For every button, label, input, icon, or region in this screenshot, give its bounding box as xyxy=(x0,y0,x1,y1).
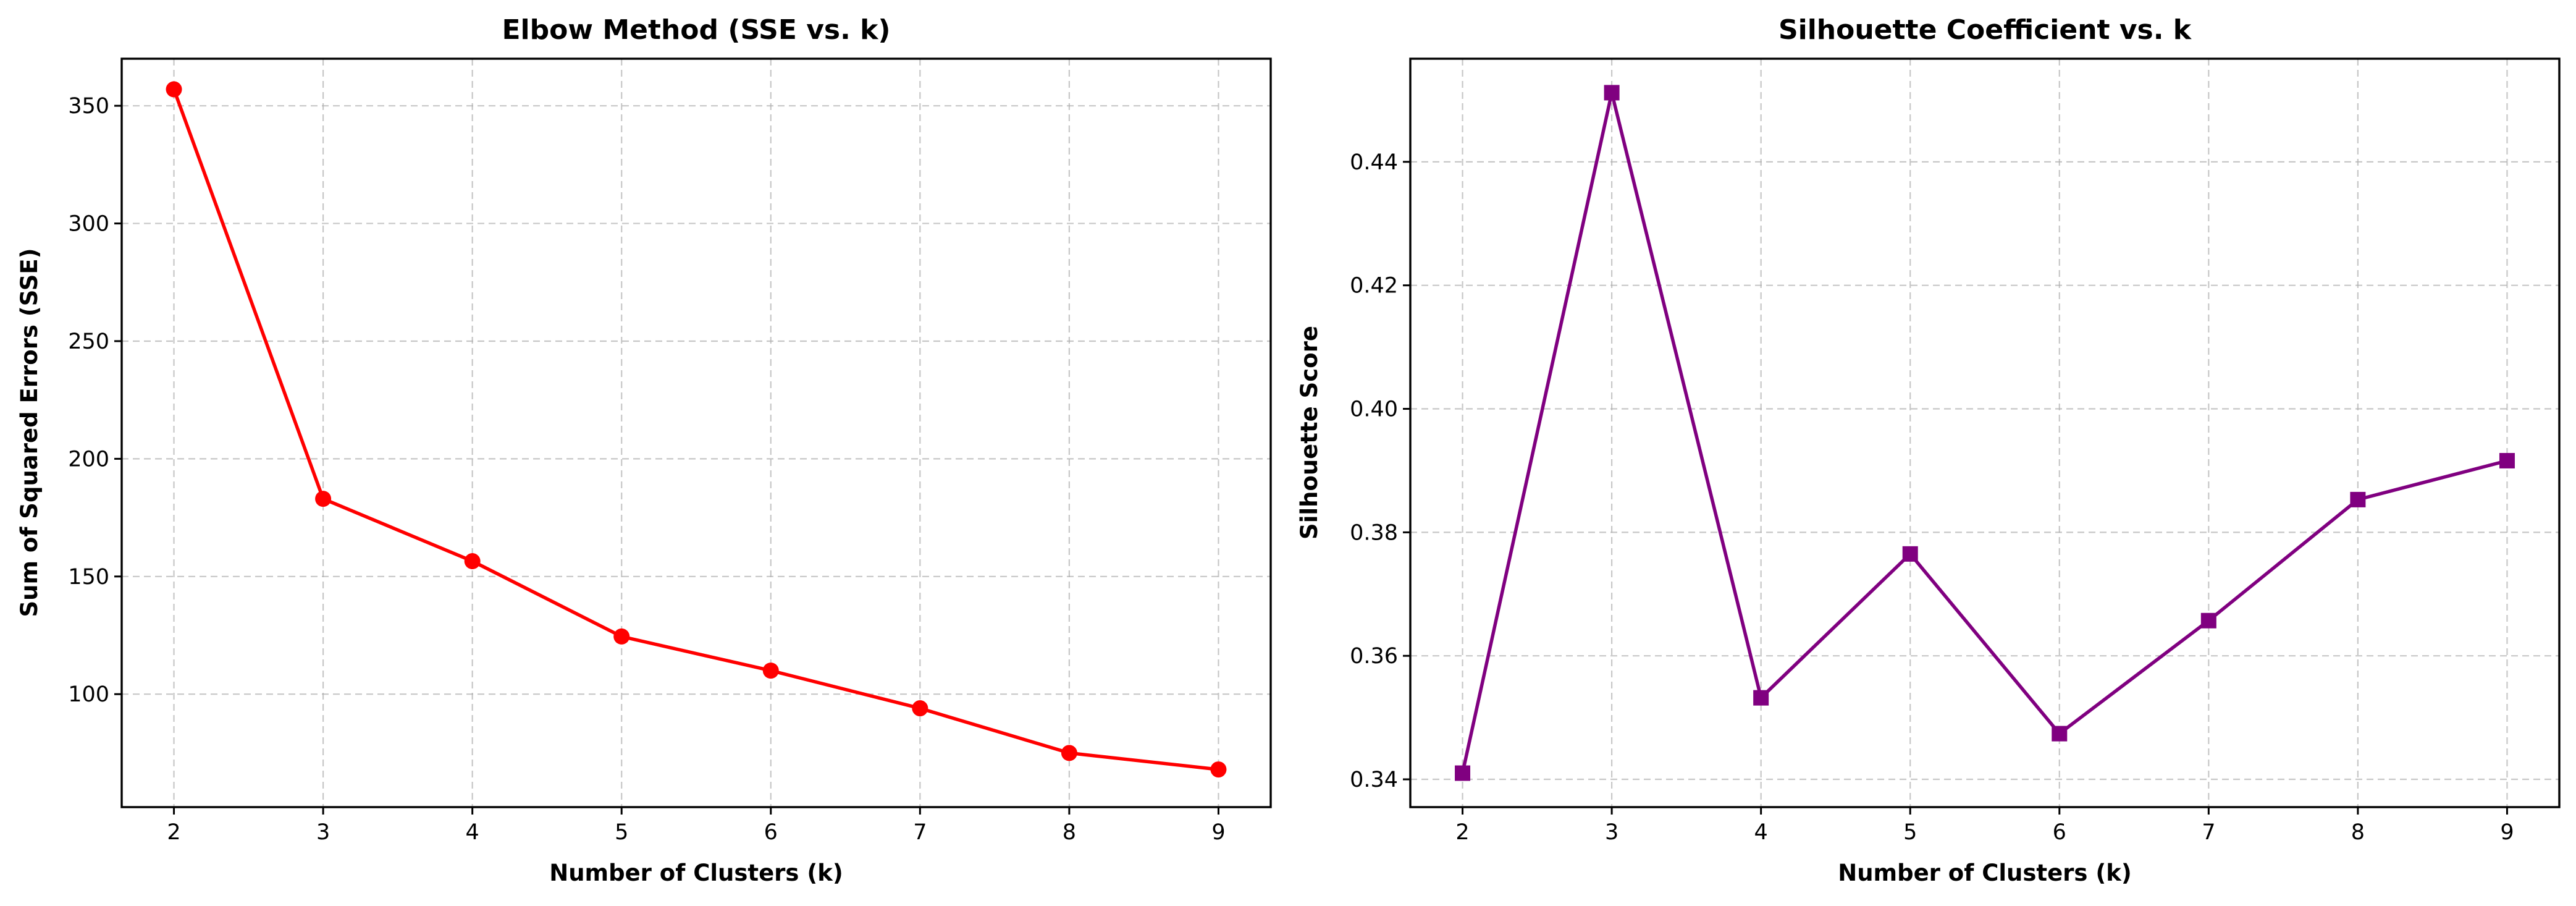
elbow-data-point xyxy=(166,81,182,98)
elbow-y-tick-label: 350 xyxy=(68,94,109,119)
elbow-x-tick-label: 6 xyxy=(764,820,778,845)
silhouette-y-tick-label: 0.38 xyxy=(1350,520,1398,545)
elbow-y-tick-label: 250 xyxy=(68,329,109,354)
elbow-y-tick-label: 100 xyxy=(68,682,109,707)
silhouette-ticks: 2 3 4 5 6 7 8 9 0.34 0.36 0.38 0.40 0.42 0.44 xyxy=(1350,150,2514,845)
silhouette-x-axis-label: Number of Clusters (k) xyxy=(1838,860,2132,886)
silhouette-y-tick-label: 0.42 xyxy=(1350,274,1398,298)
silhouette-series-line xyxy=(1460,91,2508,774)
silhouette-data-point xyxy=(1753,690,1769,706)
silhouette-grid xyxy=(1410,59,2559,807)
elbow-x-tick-label: 3 xyxy=(316,820,330,845)
silhouette-x-tick-label: 8 xyxy=(2351,820,2365,845)
silhouette-x-tick-label: 3 xyxy=(1605,820,1618,845)
silhouette-data-point xyxy=(1455,765,1471,781)
silhouette-data-point xyxy=(1902,546,1918,562)
silhouette-y-tick-label: 0.34 xyxy=(1350,768,1398,792)
silhouette-chart: 2 3 4 5 6 7 8 9 0.34 0.36 0.38 0.40 0.42 0.44 Silhoue… xyxy=(1296,14,2561,886)
elbow-x-axis-label: Number of Clusters (k) xyxy=(549,860,843,886)
elbow-y-tick-label: 300 xyxy=(68,212,109,237)
silhouette-x-tick-label: 9 xyxy=(2500,820,2514,845)
elbow-data-point xyxy=(464,553,481,570)
silhouette-x-tick-label: 7 xyxy=(2202,820,2215,845)
elbow-x-tick-label: 5 xyxy=(615,820,628,845)
silhouette-data-point xyxy=(2499,452,2515,468)
elbow-title: Elbow Method (SSE vs. k) xyxy=(502,14,890,46)
elbow-series-line xyxy=(172,88,1219,771)
elbow-data-point xyxy=(912,700,928,717)
silhouette-data-point xyxy=(2200,612,2216,629)
elbow-x-tick-label: 9 xyxy=(1211,820,1225,845)
silhouette-y-tick-label: 0.36 xyxy=(1350,644,1398,669)
elbow-plot-frame xyxy=(120,57,1272,808)
elbow-y-tick-label: 150 xyxy=(68,565,109,590)
elbow-data-point xyxy=(613,628,630,645)
silhouette-series-group xyxy=(1455,85,2515,781)
silhouette-x-tick-label: 6 xyxy=(2053,820,2066,845)
silhouette-y-tick-label: 0.44 xyxy=(1350,150,1398,175)
silhouette-data-point xyxy=(2052,726,2068,742)
elbow-x-tick-label: 7 xyxy=(913,820,927,845)
elbow-data-point xyxy=(1210,761,1227,778)
silhouette-x-tick-label: 5 xyxy=(1903,820,1917,845)
silhouette-title: Silhouette Coefficient vs. k xyxy=(1778,14,2192,46)
silhouette-data-point xyxy=(1604,85,1620,101)
elbow-series-group xyxy=(166,81,1227,778)
elbow-y-axis-label: Sum of Squared Errors (SSE) xyxy=(16,248,43,617)
elbow-x-tick-label: 2 xyxy=(167,820,180,845)
silhouette-x-tick-label: 2 xyxy=(1455,820,1469,845)
elbow-data-point xyxy=(1061,745,1077,761)
silhouette-data-point xyxy=(2350,491,2366,507)
elbow-chart: 2 3 4 5 6 7 8 9 100 150 200 250 300 350 Elbow Method … xyxy=(16,14,1272,886)
elbow-x-tick-label: 4 xyxy=(466,820,479,845)
elbow-grid xyxy=(122,59,1271,807)
elbow-ticks: 2 3 4 5 6 7 8 9 100 150 200 250 300 350 xyxy=(68,94,1225,845)
elbow-data-point xyxy=(315,491,332,507)
elbow-data-point xyxy=(762,663,779,679)
silhouette-y-tick-label: 0.40 xyxy=(1350,397,1398,422)
silhouette-plot-frame xyxy=(1409,57,2561,808)
elbow-y-tick-label: 200 xyxy=(68,447,109,472)
elbow-x-tick-label: 8 xyxy=(1063,820,1076,845)
silhouette-x-tick-label: 4 xyxy=(1754,820,1768,845)
silhouette-y-axis-label: Silhouette Score xyxy=(1296,326,1323,540)
